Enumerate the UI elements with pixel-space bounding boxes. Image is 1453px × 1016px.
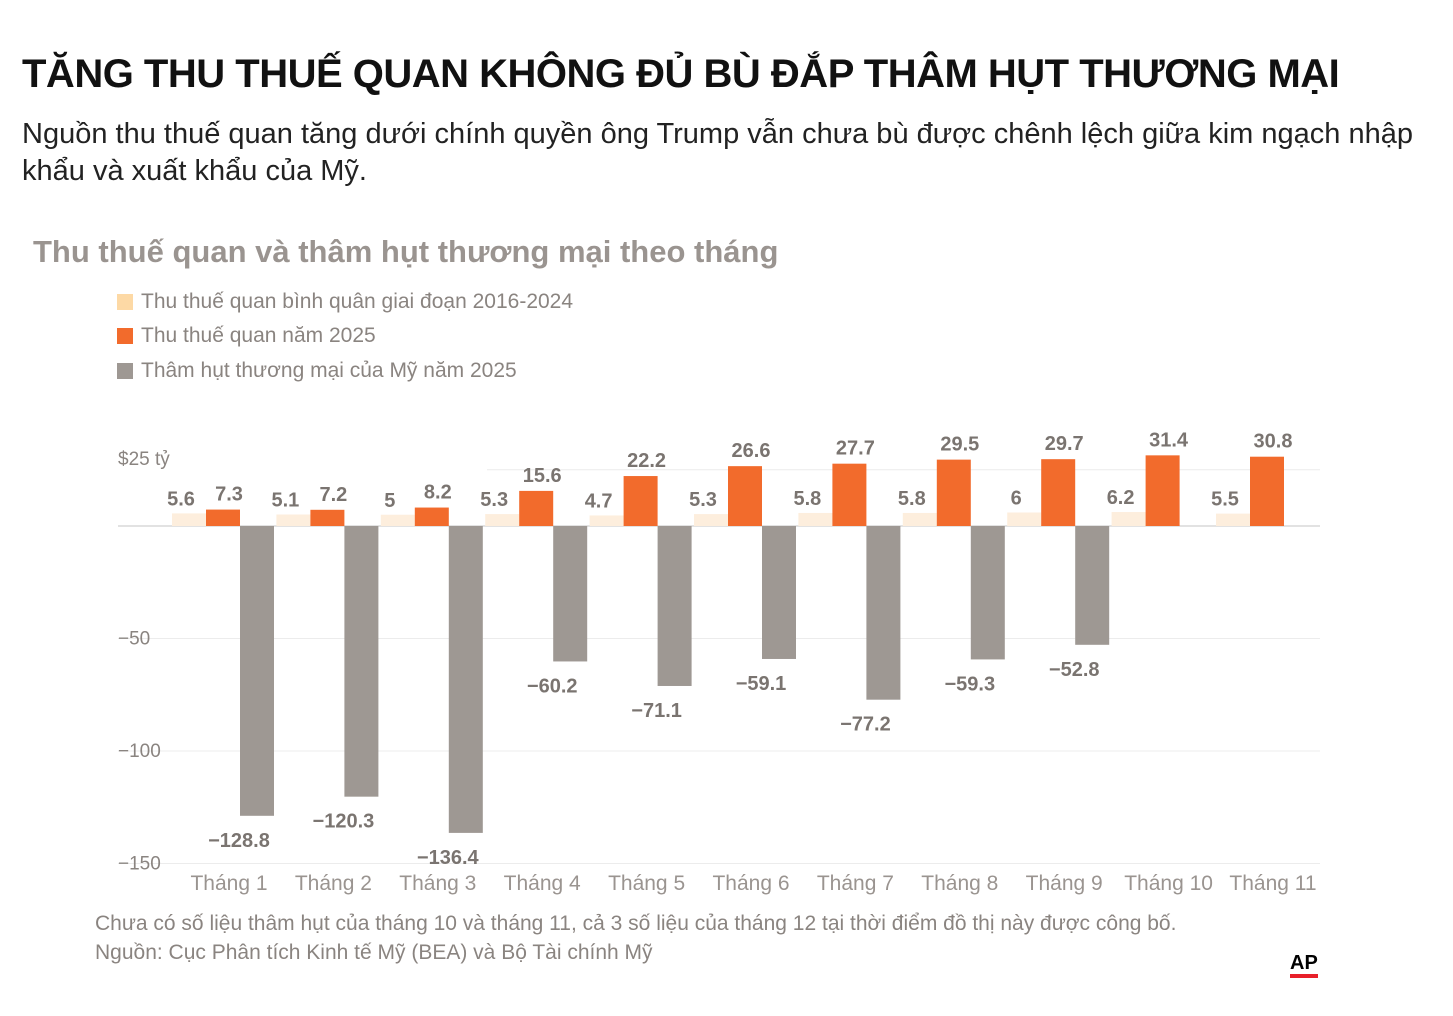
data-label: 5.6 bbox=[167, 488, 195, 510]
bar-2025 bbox=[310, 509, 345, 526]
x-tick-label: Tháng 10 bbox=[1124, 872, 1213, 895]
legend-item-deficit: Thâm hụt thương mại của Mỹ năm 2025 bbox=[117, 359, 517, 383]
data-label: −59.1 bbox=[736, 673, 787, 695]
data-label: −120.3 bbox=[313, 811, 375, 833]
data-label: 22.2 bbox=[627, 450, 666, 472]
x-tick-label: Tháng 11 bbox=[1229, 872, 1316, 895]
legend-label: Thu thuế quan bình quân giai đoạn 2016-2… bbox=[141, 290, 574, 313]
data-label: 29.5 bbox=[940, 434, 979, 456]
bar-avg bbox=[485, 514, 520, 526]
y-tick-label: −100 bbox=[118, 741, 161, 762]
bar-2025 bbox=[623, 476, 658, 526]
data-label: 5.3 bbox=[689, 489, 717, 511]
y-tick-label: $25 tỷ bbox=[118, 449, 170, 470]
data-label: 8.2 bbox=[424, 482, 452, 504]
chart-title: Thu thuế quan và thâm hụt thương mại the… bbox=[33, 234, 779, 269]
page-title: TĂNG THU THUẾ QUAN KHÔNG ĐỦ BÙ ĐẮP THÂM … bbox=[22, 52, 1340, 96]
bar-avg bbox=[902, 512, 937, 526]
x-tick-label: Tháng 2 bbox=[295, 872, 372, 895]
bar-deficit bbox=[1075, 526, 1110, 645]
bar-deficit bbox=[866, 526, 901, 700]
bar-2025 bbox=[1250, 456, 1284, 526]
bar-deficit bbox=[344, 526, 379, 797]
data-label: 5.5 bbox=[1211, 489, 1239, 511]
data-label: 6.2 bbox=[1107, 487, 1135, 509]
bar-deficit bbox=[657, 526, 692, 686]
bar-2025 bbox=[1145, 455, 1180, 526]
data-label: −71.1 bbox=[631, 700, 682, 722]
page-subtitle: Nguồn thu thuế quan tăng dưới chính quyề… bbox=[22, 118, 1413, 187]
x-tick-label: Tháng 5 bbox=[608, 872, 685, 895]
bar-2025 bbox=[832, 463, 867, 526]
bar-2025 bbox=[519, 490, 554, 526]
data-label: 4.7 bbox=[585, 490, 613, 512]
data-label: 31.4 bbox=[1149, 429, 1189, 451]
data-label: 5.8 bbox=[793, 488, 821, 510]
data-label: 26.6 bbox=[732, 440, 771, 462]
x-tick-label: Tháng 6 bbox=[712, 872, 789, 895]
data-label: 6 bbox=[1011, 488, 1022, 510]
chart-source: Nguồn: Cục Phân tích Kinh tế Mỹ (BEA) và… bbox=[95, 941, 653, 964]
bar-deficit bbox=[970, 526, 1005, 660]
bar-2025 bbox=[414, 507, 449, 526]
x-tick-label: Tháng 3 bbox=[399, 872, 476, 895]
bar-2025 bbox=[1041, 459, 1076, 526]
x-tick-label: Tháng 4 bbox=[504, 872, 581, 895]
legend-swatch bbox=[117, 328, 133, 344]
bar-avg bbox=[276, 514, 311, 526]
bar-2025 bbox=[936, 459, 971, 526]
bar-2025 bbox=[206, 509, 240, 526]
legend-swatch bbox=[117, 294, 133, 310]
bar-avg bbox=[798, 512, 833, 526]
data-label: 5.8 bbox=[898, 488, 926, 510]
bar-avg bbox=[589, 515, 624, 526]
y-tick-label: −50 bbox=[118, 629, 150, 650]
data-label: −52.8 bbox=[1049, 659, 1100, 681]
x-tick-label: Tháng 1 bbox=[190, 872, 267, 895]
ap-logo: AP bbox=[1290, 952, 1318, 978]
bar-avg bbox=[1111, 512, 1146, 526]
legend-swatch bbox=[117, 363, 133, 379]
x-tick-label: Tháng 7 bbox=[817, 872, 894, 895]
bar-avg bbox=[172, 513, 206, 526]
data-label: −60.2 bbox=[527, 675, 578, 697]
bar-2025 bbox=[728, 466, 762, 526]
bar-avg bbox=[380, 514, 415, 526]
data-label: 7.3 bbox=[215, 484, 243, 506]
data-label: 15.6 bbox=[523, 465, 562, 487]
bar-avg bbox=[694, 514, 728, 526]
data-label: −136.4 bbox=[417, 847, 480, 869]
legend-label: Thu thuế quan năm 2025 bbox=[141, 324, 376, 347]
legend-label: Thâm hụt thương mại của Mỹ năm 2025 bbox=[141, 359, 517, 382]
data-label: −128.8 bbox=[208, 830, 270, 852]
data-label: 5.3 bbox=[480, 489, 508, 511]
legend-item-2025: Thu thuế quan năm 2025 bbox=[117, 324, 376, 348]
bar-deficit bbox=[448, 526, 483, 833]
data-label: 27.7 bbox=[836, 438, 875, 460]
legend-item-avg: Thu thuế quan bình quân giai đoạn 2016-2… bbox=[117, 290, 573, 314]
x-tick-label: Tháng 9 bbox=[1026, 872, 1103, 895]
y-tick-label: −150 bbox=[118, 854, 161, 875]
data-label: 7.2 bbox=[319, 484, 347, 506]
bar-deficit bbox=[553, 526, 588, 662]
bar-deficit bbox=[240, 526, 274, 816]
bar-avg bbox=[1007, 512, 1042, 526]
data-label: 29.7 bbox=[1045, 433, 1084, 455]
data-label: −77.2 bbox=[840, 714, 891, 736]
data-label: 30.8 bbox=[1254, 431, 1293, 453]
chart-note: Chưa có số liệu thâm hụt của tháng 10 và… bbox=[95, 912, 1177, 935]
bar-deficit bbox=[762, 526, 796, 659]
data-label: 5.1 bbox=[271, 490, 299, 512]
bar-avg bbox=[1216, 513, 1250, 526]
x-tick-label: Tháng 8 bbox=[921, 872, 998, 895]
data-label: 5 bbox=[384, 490, 395, 512]
data-label: −59.3 bbox=[944, 673, 995, 695]
